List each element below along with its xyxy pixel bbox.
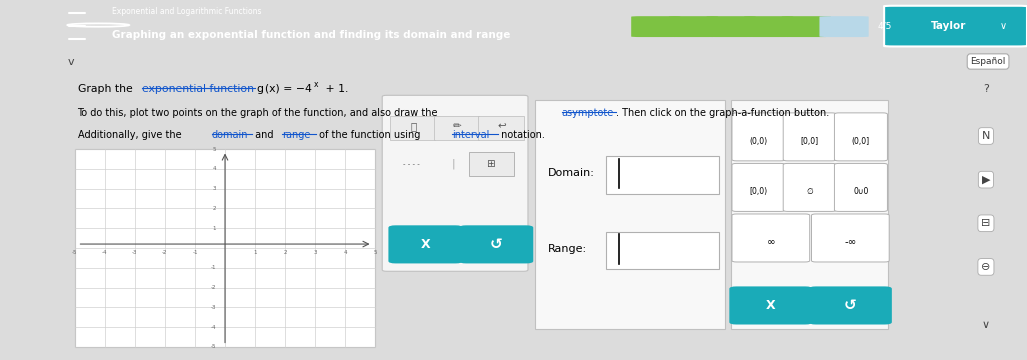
Text: 5: 5 [213, 147, 217, 152]
Text: ∨: ∨ [1000, 21, 1007, 31]
Text: -3: -3 [132, 251, 138, 256]
Text: |: | [452, 158, 456, 169]
FancyBboxPatch shape [75, 149, 375, 347]
Text: Exponential and Logarithmic Functions: Exponential and Logarithmic Functions [112, 7, 261, 16]
FancyBboxPatch shape [811, 214, 889, 262]
Text: -1: -1 [211, 265, 217, 270]
FancyBboxPatch shape [732, 163, 785, 211]
Text: domain: domain [212, 130, 249, 140]
Text: of the function using: of the function using [316, 130, 423, 140]
Text: -2: -2 [211, 285, 217, 290]
Text: X: X [766, 299, 775, 312]
FancyBboxPatch shape [835, 113, 887, 161]
Text: interval: interval [452, 130, 490, 140]
Text: ∅: ∅ [806, 187, 813, 196]
Text: ↩: ↩ [497, 121, 506, 131]
Text: [0,0]: [0,0] [801, 136, 819, 145]
Text: ∞: ∞ [766, 237, 775, 247]
FancyBboxPatch shape [388, 225, 462, 264]
FancyBboxPatch shape [731, 100, 888, 329]
Text: ↺: ↺ [490, 237, 502, 252]
Text: 2: 2 [213, 206, 217, 211]
Text: 5: 5 [374, 251, 377, 256]
Text: ⊞: ⊞ [487, 159, 495, 168]
Text: Domain:: Domain: [548, 168, 596, 178]
Text: 2: 2 [283, 251, 287, 256]
Text: Range:: Range: [548, 244, 587, 254]
Text: -5: -5 [211, 345, 217, 350]
FancyBboxPatch shape [382, 95, 528, 271]
Text: To do this, plot two points on the graph of the function, and also draw the: To do this, plot two points on the graph… [77, 108, 442, 117]
FancyBboxPatch shape [732, 214, 809, 262]
Text: . Then click on the graph-a-function button.: . Then click on the graph-a-function but… [616, 108, 830, 117]
FancyBboxPatch shape [669, 16, 718, 37]
Text: 0∪0: 0∪0 [853, 187, 869, 196]
FancyBboxPatch shape [468, 152, 514, 176]
Text: Additionally, give the: Additionally, give the [77, 130, 184, 140]
Text: asymptote: asymptote [562, 108, 614, 117]
Text: -3: -3 [211, 305, 217, 310]
Text: range: range [282, 130, 311, 140]
Text: (x) = −4: (x) = −4 [265, 84, 311, 94]
Text: and: and [253, 130, 277, 140]
Text: ?: ? [983, 85, 989, 94]
FancyBboxPatch shape [729, 287, 812, 324]
Text: exponential function: exponential function [142, 84, 254, 94]
FancyBboxPatch shape [835, 163, 887, 211]
FancyBboxPatch shape [884, 6, 1027, 46]
Text: 3: 3 [213, 186, 217, 191]
Text: [0,0): [0,0) [750, 187, 767, 196]
FancyBboxPatch shape [606, 231, 719, 269]
FancyBboxPatch shape [784, 113, 836, 161]
FancyBboxPatch shape [632, 16, 681, 37]
FancyBboxPatch shape [809, 287, 891, 324]
Text: (0,0): (0,0) [750, 136, 767, 145]
Text: X: X [421, 238, 430, 251]
Text: ⊟: ⊟ [981, 218, 991, 228]
Text: Español: Español [971, 57, 1005, 66]
FancyBboxPatch shape [459, 225, 533, 264]
Text: x: x [314, 80, 318, 89]
FancyBboxPatch shape [390, 116, 435, 140]
Text: 1: 1 [254, 251, 257, 256]
Text: ↺: ↺ [844, 298, 857, 313]
Text: Taylor: Taylor [930, 21, 965, 31]
Text: 4: 4 [213, 166, 217, 171]
FancyBboxPatch shape [707, 16, 756, 37]
Text: 1: 1 [213, 226, 217, 231]
Text: v: v [68, 57, 74, 67]
FancyBboxPatch shape [479, 116, 524, 140]
FancyBboxPatch shape [732, 113, 785, 161]
FancyBboxPatch shape [784, 163, 836, 211]
Text: -1: -1 [192, 251, 198, 256]
Text: notation.: notation. [498, 130, 544, 140]
Text: - - - -: - - - - [403, 161, 419, 167]
Text: 4/5: 4/5 [877, 22, 891, 31]
FancyBboxPatch shape [434, 116, 480, 140]
Text: Graph the: Graph the [77, 84, 136, 94]
FancyBboxPatch shape [745, 16, 794, 37]
Text: -∞: -∞ [844, 237, 857, 247]
Text: ✏: ✏ [453, 121, 462, 131]
Text: ⊖: ⊖ [981, 262, 991, 272]
FancyBboxPatch shape [782, 16, 831, 37]
Text: g: g [256, 84, 263, 94]
Text: 4: 4 [343, 251, 347, 256]
FancyBboxPatch shape [535, 100, 725, 329]
Text: -4: -4 [102, 251, 108, 256]
Text: -4: -4 [211, 325, 217, 330]
Text: ∨: ∨ [982, 320, 990, 330]
Text: -5: -5 [72, 251, 78, 256]
Text: + 1.: + 1. [322, 84, 348, 94]
FancyBboxPatch shape [606, 156, 719, 194]
Text: N: N [982, 131, 990, 141]
Text: (0,0]: (0,0] [851, 136, 870, 145]
Text: ⬜: ⬜ [410, 121, 416, 131]
Text: -2: -2 [162, 251, 167, 256]
Text: ▶: ▶ [982, 175, 990, 185]
FancyBboxPatch shape [820, 16, 869, 37]
Text: 3: 3 [313, 251, 317, 256]
Text: Graphing an exponential function and finding its domain and range: Graphing an exponential function and fin… [112, 31, 510, 40]
